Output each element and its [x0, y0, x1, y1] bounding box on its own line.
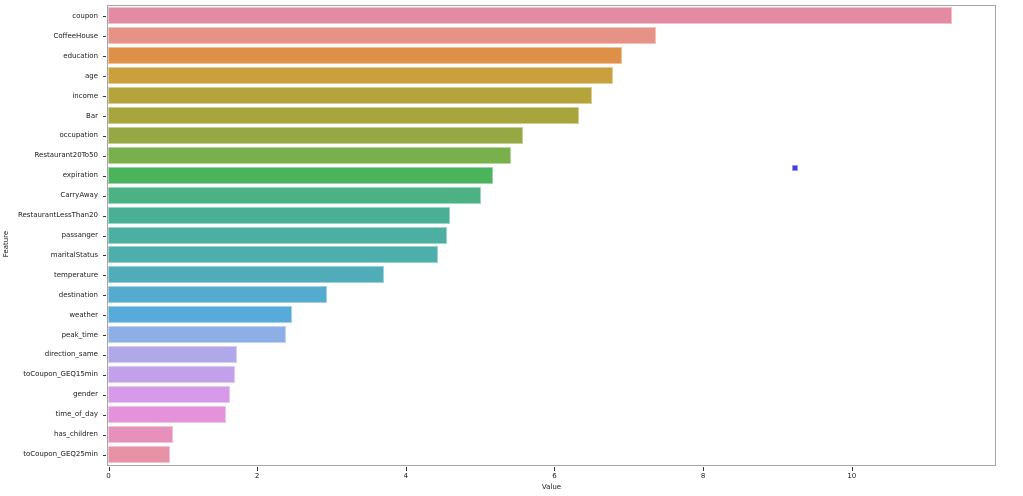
bar-occupation: [108, 126, 523, 144]
bar-maritalStatus: [108, 246, 439, 264]
y-tick-label: Restaurant20To50: [34, 151, 98, 160]
y-tick-mark: [103, 354, 106, 356]
x-tick-label: 4: [403, 472, 409, 480]
x-tick-label: 10: [847, 472, 857, 480]
y-tick-label: RestaurantLessThan20: [17, 211, 98, 220]
bar-toCoupon_GEQ25min: [108, 445, 171, 463]
y-tick-label: time_of_day: [55, 410, 98, 419]
x-tick-mark: [257, 467, 259, 471]
y-axis-tick-labels: coupon CoffeeHouse education age income Bar oc…: [0, 5, 107, 466]
y-tick-mark: [103, 36, 106, 38]
y-tick-label: age: [84, 71, 98, 80]
bar-CoffeeHouse: [108, 27, 656, 45]
y-tick-mark: [103, 215, 106, 217]
y-tick-label: peak_time: [61, 330, 98, 339]
x-tick-label: 2: [254, 472, 260, 480]
y-tick-mark: [103, 335, 106, 337]
y-tick-mark: [103, 255, 106, 257]
y-tick-label: has_children: [54, 430, 98, 439]
y-tick-mark: [103, 175, 106, 177]
y-tick-mark: [103, 235, 106, 237]
y-tick-label: education: [63, 51, 98, 60]
x-tick-label: 0: [106, 472, 111, 480]
bar-income: [108, 87, 592, 105]
y-tick-mark: [103, 76, 106, 78]
y-tick-label: temperature: [54, 270, 98, 279]
y-tick-label: destination: [58, 290, 98, 299]
x-axis-title: Value: [541, 483, 562, 491]
y-tick-label: passanger: [61, 231, 98, 239]
x-tick-label: 6: [552, 472, 557, 480]
y-tick-mark: [103, 394, 106, 396]
y-tick-label: direction_same: [44, 350, 98, 359]
y-tick-mark: [103, 315, 106, 317]
bar-direction_same: [108, 345, 238, 363]
bar-age: [108, 67, 614, 85]
x-tick-label: 8: [700, 472, 706, 480]
bar-toCoupon_GEQ15min: [108, 365, 236, 383]
y-tick-label: maritalStatus: [50, 250, 98, 259]
y-tick-label: coupon: [72, 11, 98, 20]
bar-weather: [108, 306, 292, 324]
y-tick-label: expiration: [62, 171, 98, 180]
y-tick-label: gender: [73, 390, 98, 399]
stray-point-marker: [792, 166, 797, 171]
bar-Bar: [108, 107, 580, 125]
x-tick-mark: [405, 467, 407, 471]
y-tick-mark: [103, 295, 106, 297]
x-axis-ticks: 0 2 4 6 8 10: [0, 466, 1023, 496]
bar-time_of_day: [108, 405, 227, 423]
bar-RestaurantLessThan20: [108, 206, 450, 224]
x-tick-mark: [108, 467, 110, 471]
bar-Restaurant20To50: [108, 146, 511, 164]
y-tick-mark: [103, 155, 106, 157]
y-tick-label: income: [72, 91, 98, 100]
y-tick-mark: [103, 374, 106, 376]
y-tick-label: CoffeeHouse: [53, 31, 98, 40]
x-tick-mark: [554, 467, 556, 471]
y-tick-label: toCoupon_GEQ15min: [23, 370, 98, 379]
bar-peak_time: [108, 326, 287, 344]
bar-temperature: [108, 266, 384, 284]
y-tick-mark: [103, 116, 106, 118]
y-tick-label: Bar: [86, 111, 98, 120]
plot-area: [107, 5, 996, 466]
bar-gender: [108, 385, 230, 403]
bar-destination: [108, 286, 328, 304]
bar-education: [108, 47, 622, 65]
x-tick-mark: [703, 467, 705, 471]
y-tick-label: toCoupon_GEQ25min: [23, 450, 98, 459]
bar-has_children: [108, 425, 174, 443]
y-tick-label: occupation: [59, 131, 98, 140]
bar-expiration: [108, 166, 494, 184]
y-tick-mark: [103, 454, 106, 456]
y-tick-mark: [103, 275, 106, 277]
y-tick-mark: [103, 135, 106, 137]
y-tick-label: weather: [69, 310, 98, 319]
y-tick-mark: [103, 434, 106, 436]
y-tick-mark: [103, 96, 106, 98]
y-tick-mark: [103, 195, 106, 197]
bar-CarryAway: [108, 186, 482, 204]
y-tick-mark: [103, 16, 106, 18]
y-tick-label: CarryAway: [60, 191, 98, 200]
bar-passanger: [108, 226, 447, 244]
bar-coupon: [108, 7, 953, 25]
y-tick-mark: [103, 56, 106, 58]
x-tick-mark: [851, 467, 853, 471]
y-tick-mark: [103, 414, 106, 416]
